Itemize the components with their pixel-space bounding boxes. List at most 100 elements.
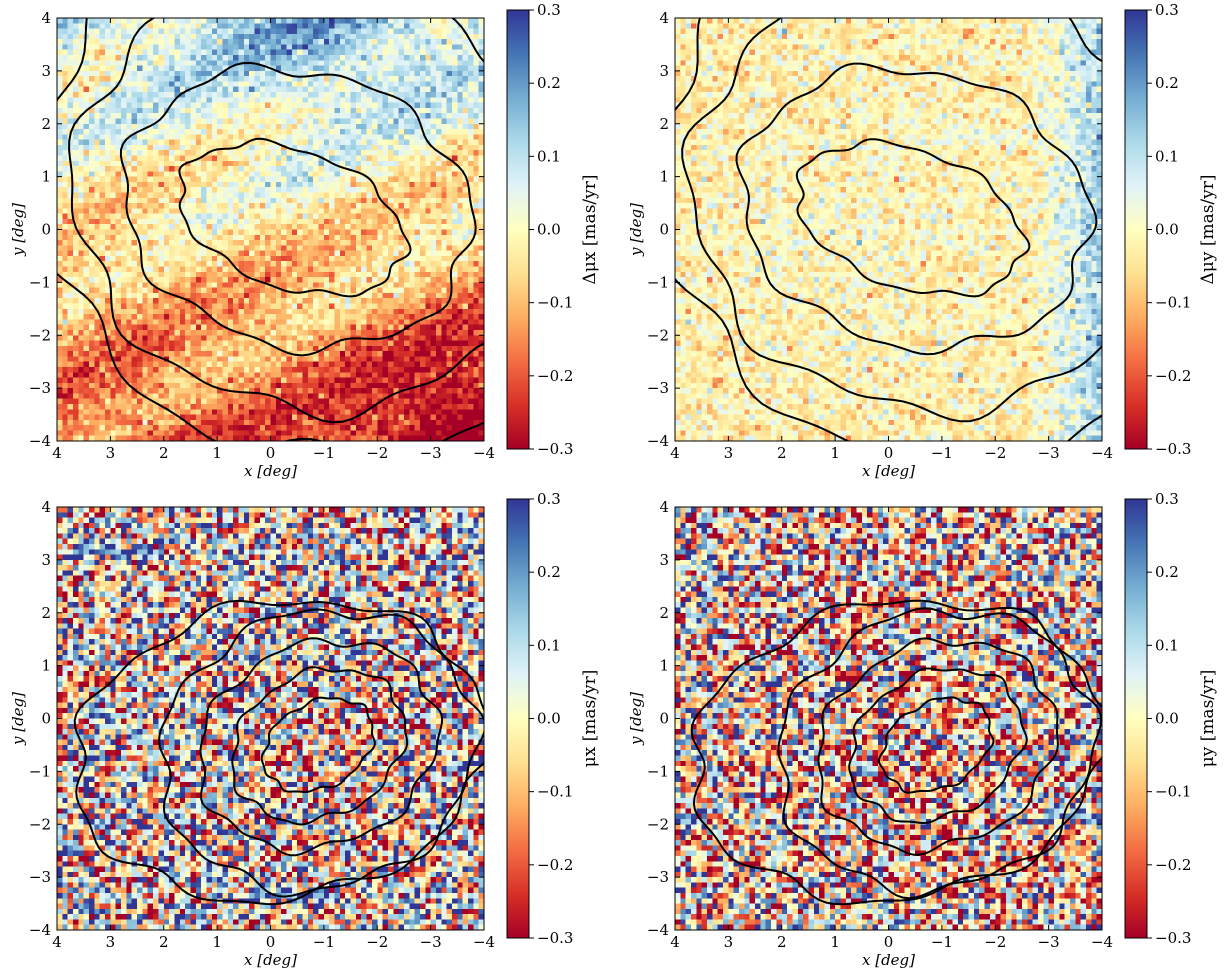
- x-tick-label: 0: [266, 933, 276, 951]
- colorbar-label: μy [mas/yr]: [1198, 670, 1218, 768]
- colorbar-tick-label: −0.2: [1155, 367, 1191, 385]
- x-tick-label: 4: [52, 933, 62, 951]
- x-tick-label: −4: [1091, 444, 1113, 462]
- y-axis-label: y [deg]: [627, 692, 645, 746]
- y-tick-label: 3: [41, 62, 51, 80]
- y-tick-label: 1: [659, 168, 669, 186]
- x-axis-label: x [deg]: [862, 951, 915, 969]
- y-tick-label: 3: [659, 62, 669, 80]
- x-tick-label: 2: [159, 933, 169, 951]
- y-tick-label: −4: [647, 432, 669, 450]
- y-tick-label: 2: [41, 604, 51, 622]
- x-tick-label: 0: [884, 933, 894, 951]
- colorbar-tick-label: −0.3: [1155, 440, 1191, 458]
- colorbar-tick-label: 0.3: [537, 1, 561, 19]
- heatmap: [675, 18, 1102, 441]
- y-tick-label: 1: [41, 168, 51, 186]
- x-tick-label: 1: [212, 444, 222, 462]
- colorbar-tick-label: −0.2: [537, 856, 573, 874]
- y-tick-label: 0: [659, 221, 669, 239]
- heatmap: [57, 18, 484, 441]
- x-tick-label: −4: [473, 444, 495, 462]
- x-tick-label: −3: [1038, 933, 1060, 951]
- y-tick-label: 2: [659, 115, 669, 133]
- y-tick-label: −1: [647, 273, 669, 291]
- colorbar-tick-label: −0.1: [537, 783, 573, 801]
- y-tick-label: 2: [659, 604, 669, 622]
- y-tick-label: −1: [29, 273, 51, 291]
- y-tick-label: 3: [41, 551, 51, 569]
- colorbar-tick-label: −0.1: [1155, 294, 1191, 312]
- y-tick-label: −4: [29, 432, 51, 450]
- colorbar-tick-label: 0.0: [537, 710, 561, 728]
- y-tick-label: 4: [659, 9, 669, 27]
- colorbar-tick-label: −0.3: [1155, 929, 1191, 947]
- colorbar: 0.30.20.10.0−0.1−0.2−0.3μx [mas/yr]: [507, 490, 600, 947]
- y-tick-label: −1: [647, 762, 669, 780]
- colorbar-tick-label: 0.2: [1155, 563, 1179, 581]
- colorbar-label: Δμx [mas/yr]: [580, 174, 600, 284]
- colorbar-label: Δμy [mas/yr]: [1198, 174, 1218, 284]
- x-tick-label: 2: [159, 444, 169, 462]
- x-tick-label: 2: [777, 444, 787, 462]
- colorbar-tick-label: 0.3: [1155, 490, 1179, 508]
- y-tick-label: −3: [29, 868, 51, 886]
- y-axis-label: y [deg]: [9, 203, 27, 257]
- y-axis-label: y [deg]: [9, 692, 27, 746]
- y-axis-label: y [deg]: [627, 203, 645, 257]
- y-tick-label: −1: [29, 762, 51, 780]
- y-tick-label: 0: [41, 221, 51, 239]
- colorbar-tick-label: −0.3: [537, 440, 573, 458]
- x-tick-label: −1: [313, 933, 335, 951]
- y-tick-label: 3: [659, 551, 669, 569]
- colorbar-tick-label: −0.2: [537, 367, 573, 385]
- colorbar-tick-label: −0.1: [537, 294, 573, 312]
- colorbar-tick-label: 0.1: [537, 636, 561, 654]
- colorbar-tick-label: −0.2: [1155, 856, 1191, 874]
- colorbar: 0.3 0.2 0.1 0.0 −0.1 −0.2 −0.3 μy [mas/yr]: [1125, 490, 1218, 947]
- y-tick-label: 0: [41, 710, 51, 728]
- colorbar-tick-label: 0.1: [1155, 636, 1179, 654]
- x-tick-label: 4: [52, 444, 62, 462]
- y-tick-label: −3: [647, 868, 669, 886]
- y-tick-label: −2: [647, 815, 669, 833]
- x-axis-label: x [deg]: [244, 462, 297, 480]
- x-tick-label: −3: [420, 444, 442, 462]
- x-tick-label: −4: [1091, 933, 1113, 951]
- colorbar-tick-label: 0.3: [537, 490, 561, 508]
- colorbar-tick-label: −0.1: [1155, 783, 1191, 801]
- colorbar-tick-label: 0.0: [1155, 221, 1179, 239]
- y-tick-label: −3: [647, 379, 669, 397]
- x-tick-label: 3: [724, 933, 734, 951]
- colorbar-tick-label: −0.3: [537, 929, 573, 947]
- x-axis-label: x [deg]: [862, 462, 915, 480]
- x-tick-label: −2: [984, 933, 1006, 951]
- x-tick-label: 3: [724, 444, 734, 462]
- x-tick-label: −1: [313, 444, 335, 462]
- x-tick-label: 0: [884, 444, 894, 462]
- y-tick-label: 4: [41, 9, 51, 27]
- y-tick-label: 0: [659, 710, 669, 728]
- y-tick-label: −3: [29, 379, 51, 397]
- x-axis-label: x [deg]: [244, 951, 297, 969]
- x-tick-label: 2: [777, 933, 787, 951]
- y-tick-label: −4: [647, 921, 669, 939]
- colorbar-tick-label: 0.3: [1155, 1, 1179, 19]
- colorbar-tick-label: 0.0: [537, 221, 561, 239]
- heatmap: [675, 507, 1102, 930]
- colorbar-label: μx [mas/yr]: [580, 670, 600, 768]
- x-tick-label: −4: [473, 933, 495, 951]
- x-tick-label: 3: [106, 444, 116, 462]
- heatmap: [57, 507, 484, 930]
- y-tick-label: −2: [647, 326, 669, 344]
- y-tick-label: −2: [29, 326, 51, 344]
- y-tick-label: −4: [29, 921, 51, 939]
- y-tick-label: 4: [41, 498, 51, 516]
- colorbar-tick-label: 0.0: [1155, 710, 1179, 728]
